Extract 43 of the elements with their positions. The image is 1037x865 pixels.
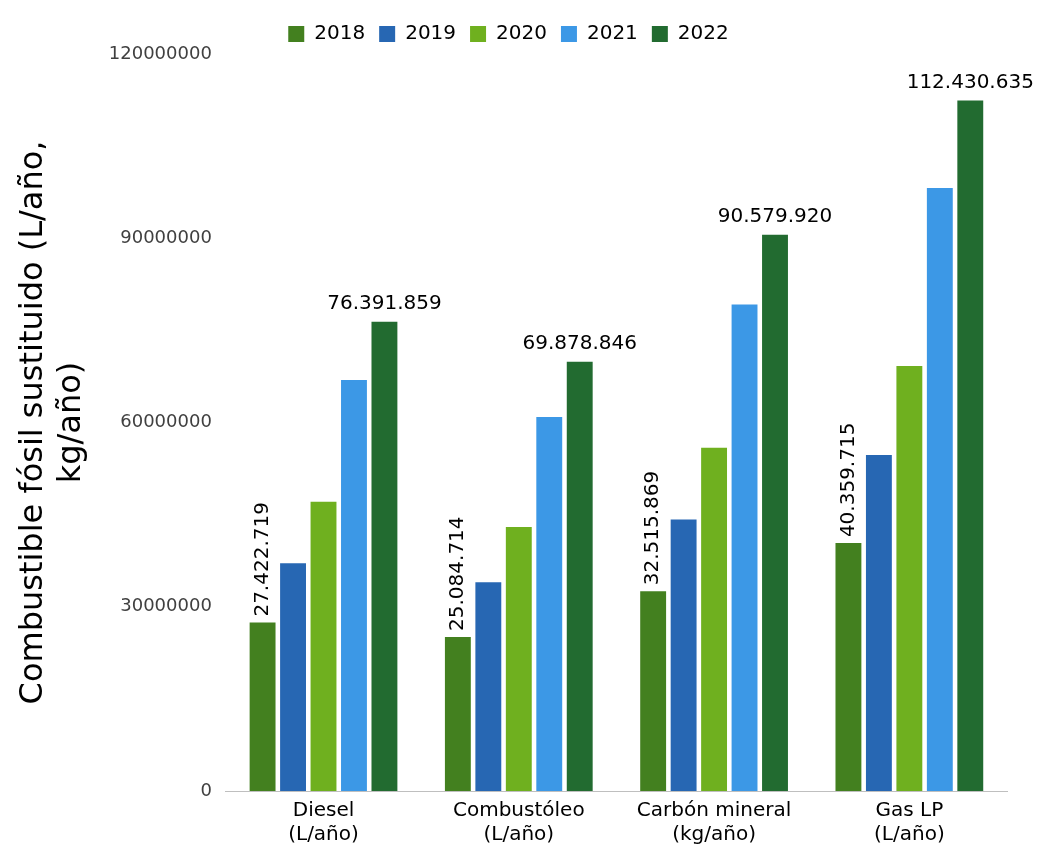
data-label: 40.359.715 bbox=[834, 422, 859, 538]
x-tick-label: Carbón mineral (kg/año) bbox=[636, 797, 792, 846]
x-tick-label: Combustóleo (L/año) bbox=[452, 797, 585, 846]
y-tick-label: 120000000 bbox=[108, 41, 212, 63]
legend-label: 2021 bbox=[586, 20, 638, 45]
x-tick-label: Gas LP (L/año) bbox=[874, 797, 945, 846]
y-tick-label: 0 bbox=[200, 778, 212, 800]
bar bbox=[310, 501, 337, 791]
legend-label: 2018 bbox=[314, 20, 366, 45]
bar bbox=[444, 636, 471, 791]
y-tick-label: 60000000 bbox=[120, 410, 212, 432]
y-tick-label: 30000000 bbox=[120, 594, 212, 616]
bar bbox=[341, 380, 367, 791]
bar bbox=[835, 543, 862, 791]
bar bbox=[640, 591, 667, 791]
bar bbox=[896, 366, 923, 791]
bar bbox=[475, 582, 502, 791]
data-label: 27.422.719 bbox=[248, 502, 273, 617]
legend-label: 2020 bbox=[496, 20, 547, 45]
y-tick-label: 90000000 bbox=[120, 225, 212, 247]
bar bbox=[670, 519, 697, 791]
legend-label: 2022 bbox=[677, 20, 729, 45]
data-label: 32.515.869 bbox=[639, 470, 664, 586]
data-label: 90.579.920 bbox=[717, 202, 833, 227]
data-label: 69.878.846 bbox=[522, 330, 637, 355]
bar bbox=[371, 321, 398, 791]
bar bbox=[505, 526, 532, 791]
bar bbox=[762, 234, 788, 791]
bar bbox=[280, 563, 306, 791]
data-label: 76.391.859 bbox=[327, 290, 442, 315]
y-axis-title: Combustible fósil sustituido (L/año, kg/año) bbox=[11, 140, 88, 705]
bar bbox=[731, 304, 758, 791]
legend-label: 2019 bbox=[405, 20, 457, 45]
bar bbox=[926, 187, 953, 791]
bar bbox=[566, 361, 593, 791]
bar bbox=[536, 416, 563, 791]
data-label: 112.430.635 bbox=[906, 68, 1034, 93]
bar bbox=[957, 100, 984, 791]
x-tick-label: Diesel (L/año) bbox=[288, 797, 359, 846]
data-label: 25.084.714 bbox=[444, 516, 469, 631]
bar bbox=[701, 447, 728, 791]
bar bbox=[249, 622, 276, 791]
bar bbox=[865, 455, 892, 791]
